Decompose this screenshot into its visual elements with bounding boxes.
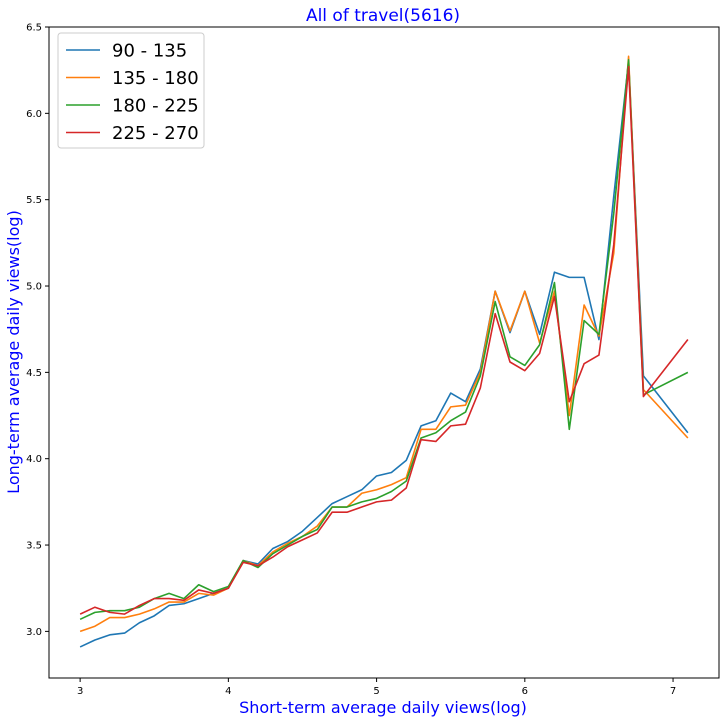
plot-area-frame [48, 26, 720, 679]
y-tick-label: 5.0 [26, 282, 42, 293]
chart-title: All of travel(5616) [306, 6, 460, 26]
y-tick-label: 4.0 [26, 454, 42, 465]
series-line-4 [79, 65, 689, 615]
x-tick-label: 4 [225, 686, 231, 697]
y-axis-ticks: 3.0 3.5 4.0 4.5 5.0 5.5 6.0 6.5 [26, 23, 49, 638]
x-axis-ticks: 3 4 5 6 7 [77, 678, 676, 697]
x-tick-label: 5 [373, 686, 379, 697]
series-line-1 [79, 60, 689, 648]
y-tick-label: 3.0 [26, 627, 42, 638]
x-tick-label: 3 [77, 686, 83, 697]
y-tick-label: 6.0 [26, 109, 42, 120]
legend-label: 135 - 180 [112, 68, 199, 89]
x-tick-label: 6 [522, 686, 528, 697]
y-tick-label: 6.5 [26, 23, 42, 34]
y-tick-label: 4.5 [26, 368, 42, 379]
series-line-3 [79, 59, 689, 621]
legend-box [57, 32, 205, 149]
legend-label: 90 - 135 [112, 41, 187, 62]
y-tick-label: 5.5 [26, 195, 42, 206]
legend-label: 225 - 270 [112, 123, 199, 144]
x-axis-title: Short-term average daily views(log) [239, 698, 527, 717]
legend-label: 180 - 225 [112, 96, 199, 117]
series-lines [79, 55, 689, 648]
y-tick-label: 3.5 [26, 541, 42, 552]
legend: 90 - 135 135 - 180 180 - 225 225 - 270 [57, 32, 205, 149]
x-tick-label: 7 [670, 686, 676, 697]
y-axis-title: Long-term average daily views(log) [4, 210, 23, 494]
